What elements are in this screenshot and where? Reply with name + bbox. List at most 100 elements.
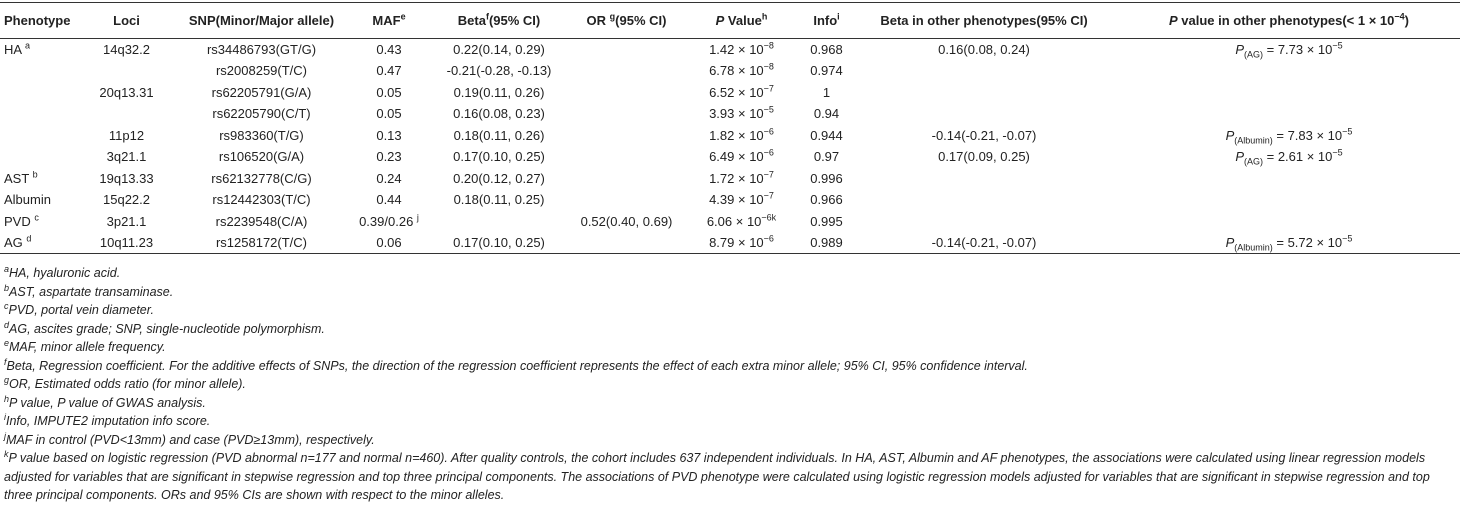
table-cell: AST b (0, 168, 79, 190)
column-header: Loci (79, 3, 174, 39)
table-cell (79, 60, 174, 82)
text-segment: P (715, 13, 725, 28)
superscript: h (4, 393, 10, 404)
table-cell: rs62132778(C/G) (174, 168, 349, 190)
cell-text: 3p21.1 (106, 213, 147, 229)
table-cell: 0.944 (799, 125, 854, 147)
cell-text: rs1258172(T/C) (215, 235, 308, 250)
table-cell: 0.39/0.26 j (349, 211, 429, 233)
table-cell: rs2239548(C/A) (174, 211, 349, 233)
table-cell (569, 168, 684, 190)
cell-text: -0.14(-0.21, -0.07) (931, 127, 1037, 143)
table-cell: P(AG) = 7.73 × 10−5 (1114, 39, 1460, 61)
table-cell (0, 103, 79, 125)
superscript: h (761, 11, 768, 22)
cell-text: 0.20(0.12, 0.27) (453, 170, 545, 186)
table-cell: AG d (0, 232, 79, 254)
table-cell (1114, 60, 1460, 82)
superscript: b (32, 169, 38, 180)
table-cell: 0.18(0.11, 0.25) (429, 189, 569, 211)
table-cell: rs34486793(GT/G) (174, 39, 349, 61)
cell-text: -0.21(-0.28, -0.13) (446, 63, 552, 79)
cell-text: 10q11.23 (99, 235, 154, 250)
cell-text: 0.996 (810, 170, 843, 186)
footnote: fBeta, Regression coefficient. For the a… (4, 357, 1456, 376)
superscript: b (4, 282, 10, 293)
text-segment: AST, aspartate transaminase. (9, 284, 174, 299)
superscript: f (485, 11, 489, 22)
cell-text: rs2239548(C/A) (215, 213, 308, 229)
table-cell (569, 39, 684, 61)
cell-text: 0.18(0.11, 0.26) (453, 127, 545, 143)
table-cell (854, 103, 1114, 125)
table-cell: 0.23 (349, 146, 429, 168)
table-cell: 19q13.33 (79, 168, 174, 190)
table-cell: -0.21(-0.28, -0.13) (429, 60, 569, 82)
table-cell: 0.16(0.08, 0.24) (854, 39, 1114, 61)
text-segment: Beta (457, 13, 486, 28)
table-row: rs2008259(T/C) 0.47 -0.21(-0.28, -0.13) 6.7… (0, 60, 1460, 82)
superscript: −5 (1342, 233, 1353, 244)
table-cell: 0.24 (349, 168, 429, 190)
superscript: −6k (761, 212, 777, 223)
table-cell (1114, 82, 1460, 104)
table-cell: 0.05 (349, 82, 429, 104)
table-cell: rs2008259(T/C) (174, 60, 349, 82)
table-cell: P(AG) = 2.61 × 10−5 (1114, 146, 1460, 168)
table-cell (569, 189, 684, 211)
cell-text: 11p12 (108, 127, 145, 143)
table-cell: 1 (799, 82, 854, 104)
table-cell: 8.79 × 10−6 (684, 232, 799, 254)
footnote: gOR, Estimated odds ratio (for minor all… (4, 375, 1456, 394)
table-cell: HA a (0, 39, 79, 61)
table-cell: 0.17(0.10, 0.25) (429, 146, 569, 168)
text-segment: 6.06 × 10 (706, 213, 762, 229)
cell-text: 0.17(0.09, 0.25) (938, 149, 1030, 165)
cell-text: rs62205790(C/T) (212, 106, 311, 122)
text-segment: 3.93 × 10 (709, 106, 764, 122)
superscript: −7 (763, 190, 774, 201)
cell-text: 1 (822, 84, 831, 100)
cell-text: SNP(Minor/Major allele) (188, 13, 335, 28)
table-cell: 0.20(0.12, 0.27) (429, 168, 569, 190)
table-cell: 0.22(0.14, 0.29) (429, 39, 569, 61)
cell-text: rs62205791(G/A) (211, 84, 312, 100)
superscript: −5 (1332, 147, 1343, 158)
text-segment: HA, hyaluronic acid. (9, 266, 121, 280)
superscript: f (4, 356, 7, 367)
cell-text: 0.94 (813, 106, 840, 122)
table-cell: 0.966 (799, 189, 854, 211)
superscript: c (4, 300, 9, 311)
superscript: d (26, 233, 32, 244)
text-segment: AG, ascites grade; SNP, single-nucleotid… (9, 321, 325, 336)
text-segment: MAF in control (PVD<13mm) and case (PVD≥… (6, 432, 375, 447)
footnote: eMAF, minor allele frequency. (4, 338, 1456, 357)
superscript: j (4, 430, 6, 441)
text-segment: 4.39 × 10 (709, 192, 764, 208)
text-segment: P (1168, 13, 1178, 28)
text-segment: = 7.83 × 10 (1272, 127, 1343, 143)
text-segment: MAF (372, 13, 401, 28)
table-cell: 6.06 × 10−6k (684, 211, 799, 233)
cell-text: 0.19(0.11, 0.26) (453, 84, 545, 100)
cell-text: rs34486793(GT/G) (206, 42, 317, 57)
table-cell: 3p21.1 (79, 211, 174, 233)
table-cell (854, 60, 1114, 82)
text-segment: AST (4, 170, 33, 186)
superscript: −7 (763, 169, 774, 180)
superscript: −8 (763, 40, 774, 51)
footnote: hP value, P value of GWAS analysis. (4, 394, 1456, 413)
text-segment: P (1235, 149, 1244, 165)
table-cell: rs983360(T/G) (174, 125, 349, 147)
table-cell (429, 211, 569, 233)
column-header: Betaf(95% CI) (429, 3, 569, 39)
table-cell: 0.47 (349, 60, 429, 82)
footnote: cPVD, portal vein diameter. (4, 301, 1456, 320)
footnote: jMAF in control (PVD<13mm) and case (PVD… (4, 431, 1456, 450)
text-segment: P (1225, 127, 1235, 143)
footnote: bAST, aspartate transaminase. (4, 283, 1456, 302)
table-row: 20q13.31 rs62205791(G/A) 0.05 0.19(0.11, 0.… (0, 82, 1460, 104)
cell-text: 15q22.2 (103, 192, 150, 208)
footnote: dAG, ascites grade; SNP, single-nucleoti… (4, 320, 1456, 339)
